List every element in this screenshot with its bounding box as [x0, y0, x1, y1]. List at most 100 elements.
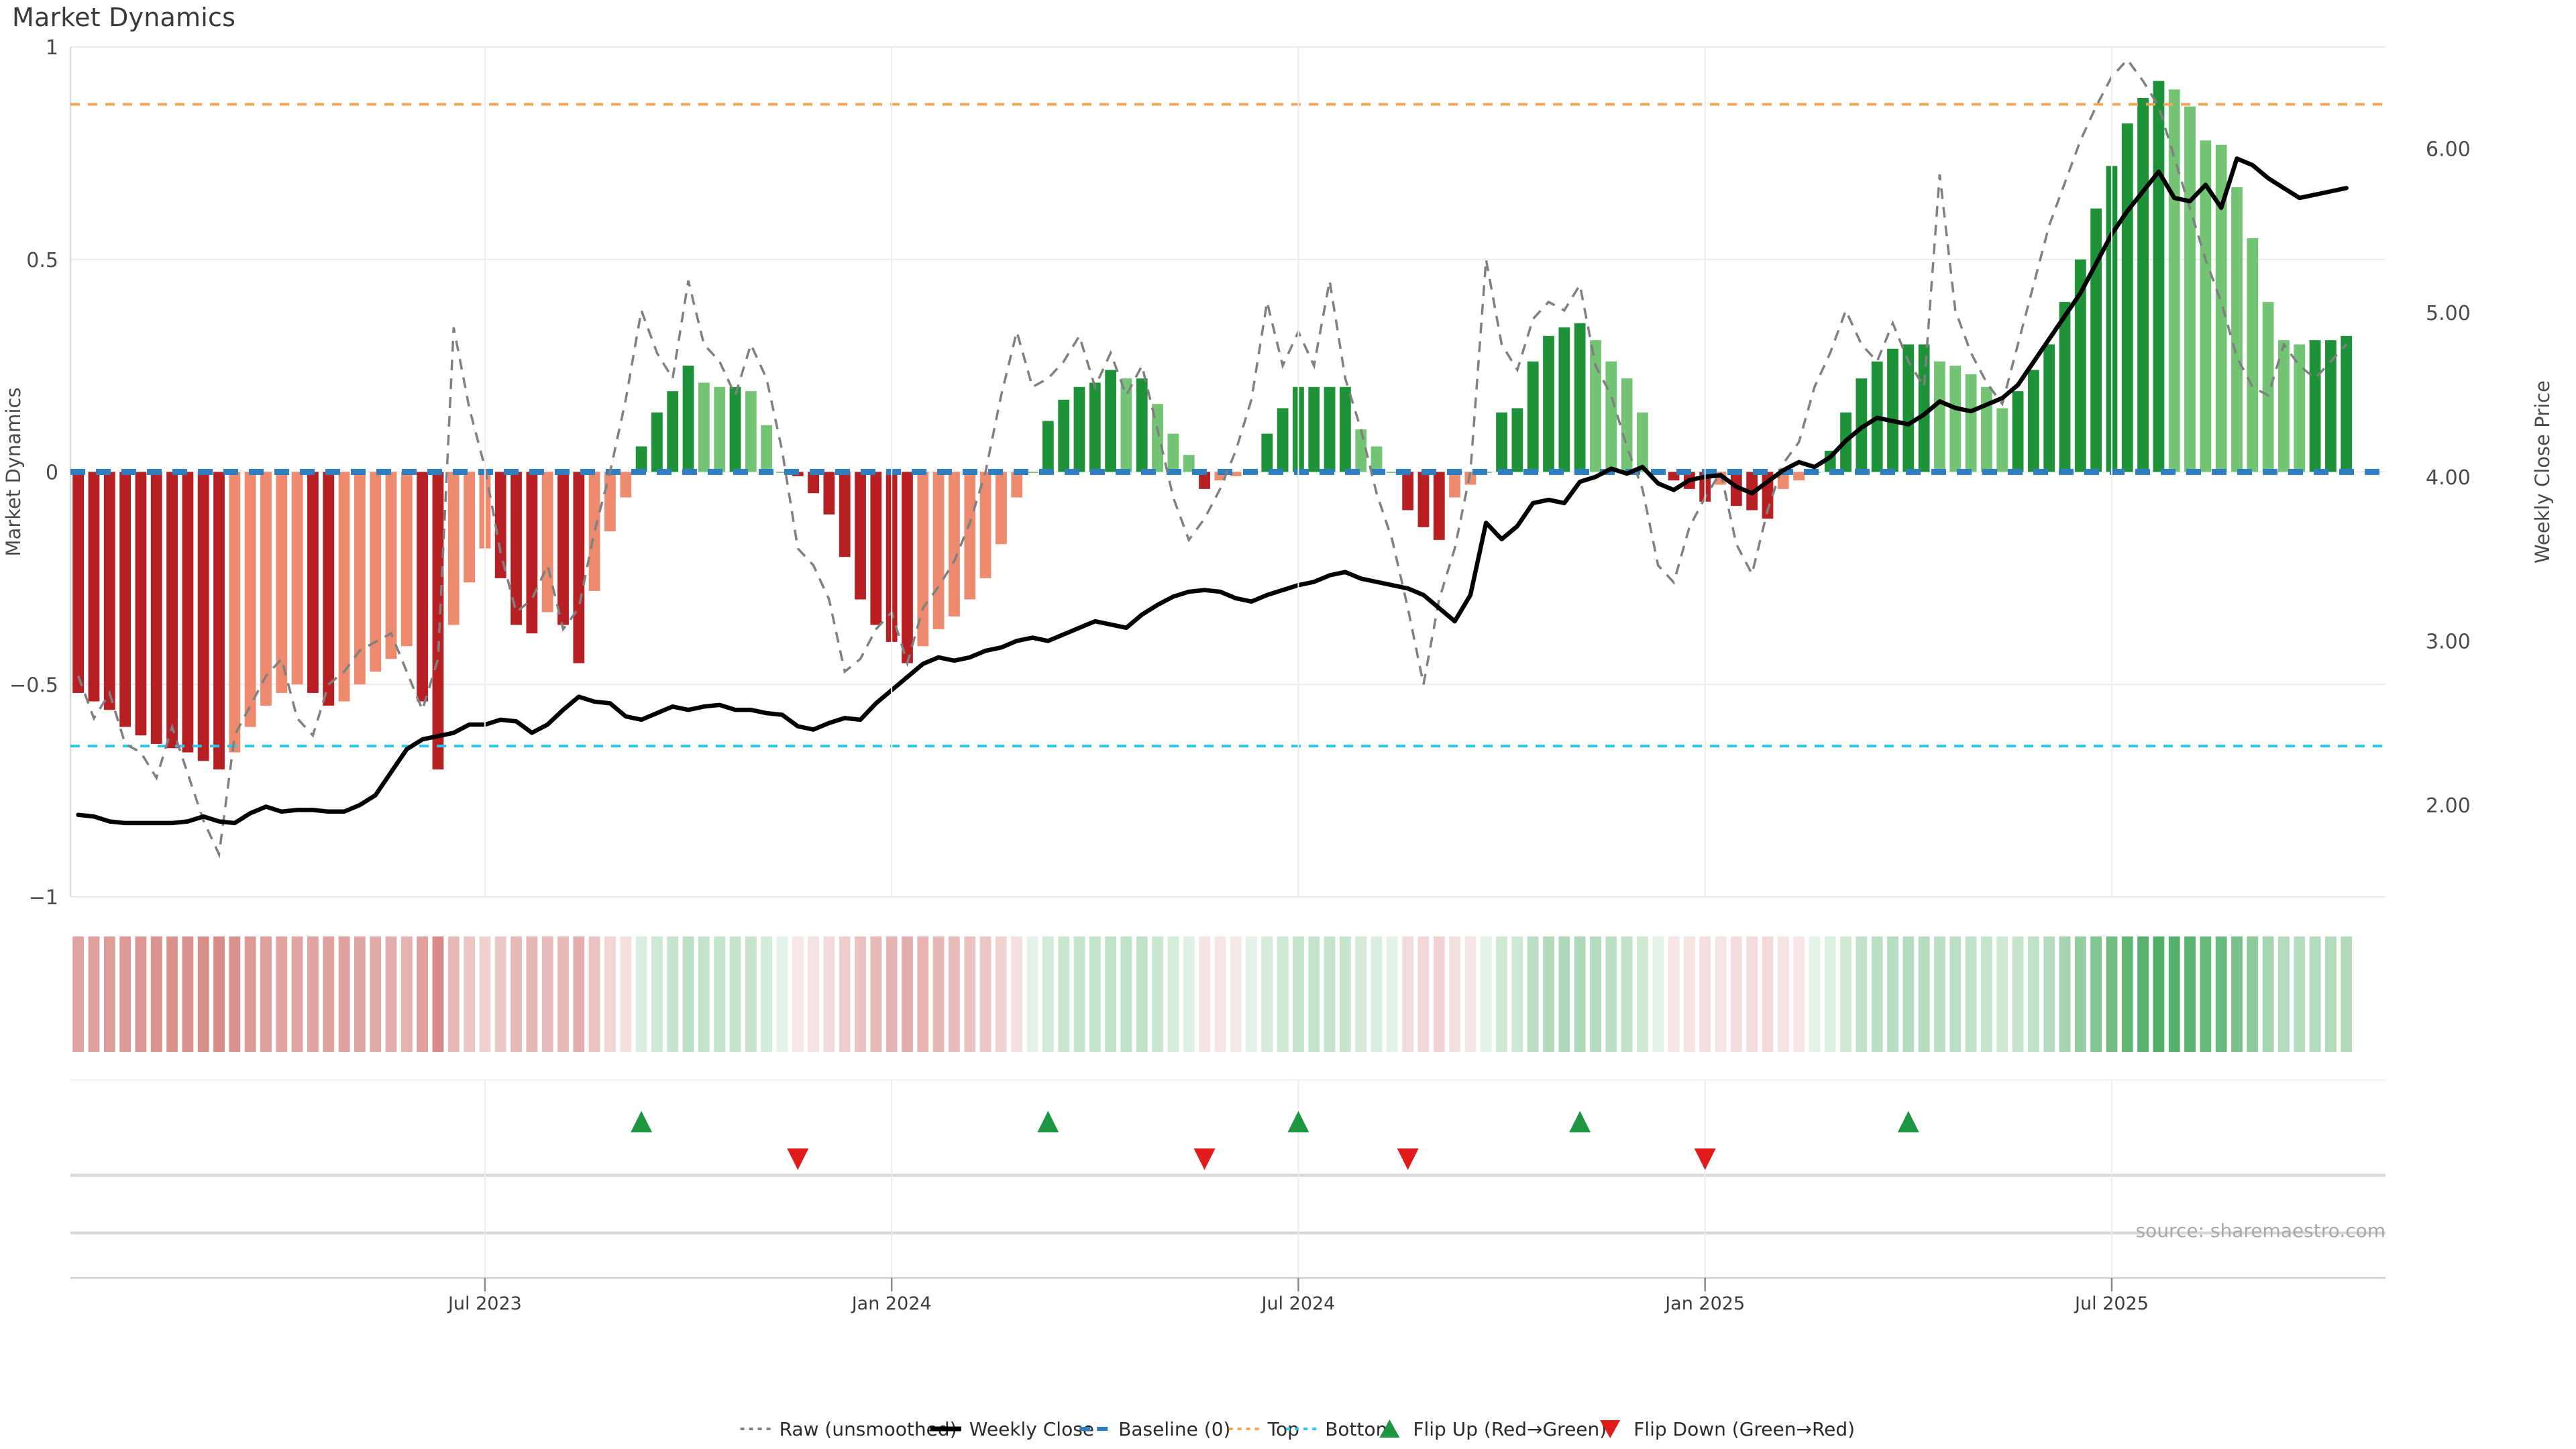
legend-item[interactable]: Weekly Close: [930, 1418, 1094, 1440]
heatmap-cell: [1417, 936, 1430, 1052]
bar: [557, 472, 569, 625]
bar: [1496, 412, 1507, 472]
heatmap-cell: [197, 936, 209, 1052]
bar: [1793, 472, 1805, 481]
heatmap-cell: [635, 936, 647, 1052]
legend-label: Weekly Close: [969, 1418, 1094, 1440]
heatmap-cell: [103, 936, 115, 1052]
legend-item[interactable]: Flip Up (Red→Green): [1379, 1418, 1607, 1440]
bar: [714, 386, 726, 472]
heatmap-cell: [338, 936, 350, 1052]
heatmap-cell: [1668, 936, 1680, 1052]
heatmap-cell: [1840, 936, 1851, 1052]
heatmap-cell: [902, 936, 913, 1052]
heatmap-cell: [432, 936, 444, 1052]
heatmap-cell: [1449, 936, 1460, 1052]
heatmap-cell: [714, 936, 726, 1052]
legend-label: Baseline (0): [1118, 1418, 1230, 1440]
heatmap-cell: [370, 936, 382, 1052]
bar: [1590, 340, 1601, 472]
bar: [2012, 391, 2024, 472]
bar: [870, 472, 882, 625]
heatmap-strip: [72, 936, 2353, 1052]
heatmap-cell: [667, 936, 679, 1052]
bar: [1417, 472, 1430, 527]
bar: [2324, 340, 2337, 472]
heatmap-cell: [682, 936, 694, 1052]
x-tick-label: Jul 2025: [2074, 1293, 2149, 1314]
heatmap-cell: [260, 936, 272, 1052]
bar: [1621, 378, 1633, 472]
bar: [2168, 89, 2180, 472]
bar: [776, 472, 788, 473]
legend-item[interactable]: Baseline (0): [1079, 1418, 1230, 1440]
bar: [1026, 472, 1038, 473]
heatmap-cell: [1605, 936, 1617, 1052]
legend-item[interactable]: Flip Down (Green→Red): [1600, 1418, 1855, 1440]
bar: [135, 472, 147, 736]
heatmap-cell: [651, 936, 663, 1052]
legend-label: Flip Up (Red→Green): [1413, 1418, 1607, 1440]
page-title: Market Dynamics: [12, 3, 236, 32]
bar: [2278, 340, 2290, 472]
bar: [1120, 378, 1132, 472]
heatmap-cell: [1402, 936, 1414, 1052]
bar: [447, 472, 460, 625]
bar: [1527, 361, 1539, 472]
heatmap-cell: [2090, 936, 2102, 1052]
flip-down-marker: [1694, 1148, 1716, 1170]
bar: [1230, 472, 1242, 476]
left-tick-label: −0.5: [9, 674, 58, 697]
legend-item[interactable]: Top: [1228, 1418, 1299, 1440]
heatmap-cell: [2121, 936, 2133, 1052]
legend-up-triangle-icon: [1379, 1419, 1400, 1438]
heatmap-cell: [1371, 936, 1383, 1052]
heatmap-cell: [88, 936, 100, 1052]
heatmap-cell: [1199, 936, 1210, 1052]
heatmap-cell: [870, 936, 882, 1052]
heatmap-cell: [182, 936, 194, 1052]
heatmap-cell: [1856, 936, 1868, 1052]
right-tick-label: 5.00: [2426, 302, 2471, 325]
bar: [1386, 472, 1398, 473]
bar: [1996, 408, 2008, 472]
x-tick-label: Jan 2025: [1664, 1293, 1745, 1314]
heatmap-cell: [2247, 936, 2259, 1052]
heatmap-cell: [1699, 936, 1711, 1052]
right-axis-title: Weekly Close Price: [2531, 380, 2554, 564]
bar: [1965, 374, 1977, 472]
bar: [1887, 348, 1898, 472]
heatmap-cell: [526, 936, 538, 1052]
bar: [1949, 366, 1962, 472]
heatmap-cell: [1793, 936, 1805, 1052]
bar: [2043, 344, 2055, 472]
heatmap-cell: [1871, 936, 1883, 1052]
flip-down-marker: [1193, 1148, 1216, 1170]
legend-label: Top: [1267, 1418, 1299, 1440]
heatmap-cell: [588, 936, 600, 1052]
bar: [1402, 472, 1414, 511]
bar: [808, 472, 819, 494]
heatmap-cell: [1777, 936, 1789, 1052]
bar: [1042, 421, 1054, 472]
heatmap-cell: [792, 936, 804, 1052]
heatmap-cell: [1543, 936, 1554, 1052]
bar: [1339, 386, 1351, 472]
heatmap-cell: [776, 936, 788, 1052]
heatmap-cell: [1887, 936, 1898, 1052]
bar: [979, 472, 991, 578]
legend-item[interactable]: Raw (unsmoothed): [740, 1418, 957, 1440]
bar: [2247, 238, 2259, 472]
legend-item[interactable]: Bottom: [1286, 1418, 1394, 1440]
bar: [1605, 361, 1617, 472]
heatmap-cell: [964, 936, 976, 1052]
heatmap-cell: [1464, 936, 1477, 1052]
bar: [667, 391, 679, 472]
bar: [2090, 208, 2102, 472]
bar: [1152, 404, 1163, 472]
left-axis: 1 0.5 0 −0.5 −1 Market Dynamics: [2, 36, 58, 910]
left-axis-title: Market Dynamics: [2, 388, 25, 557]
source-attribution: source: sharemaestro.com: [2136, 1220, 2385, 1242]
bar: [494, 472, 506, 578]
